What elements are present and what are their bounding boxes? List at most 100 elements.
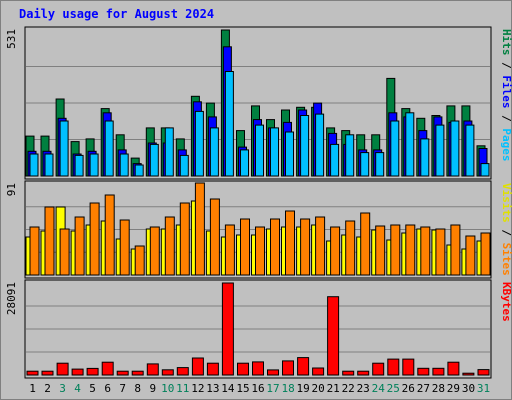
day-label-9: 9 [149, 382, 156, 395]
day-label-27: 27 [417, 382, 430, 395]
bar-sites-day-1 [29, 226, 40, 276]
bar-kbytes-day-31 [477, 369, 490, 376]
bar-kbytes-day-18 [282, 360, 294, 376]
bar-sites-day-20 [315, 216, 326, 276]
bar-pages-day-5 [89, 153, 99, 177]
bar-pages-day-27 [420, 138, 430, 177]
bar-kbytes-day-8 [131, 370, 144, 376]
day-label-6: 6 [104, 382, 111, 395]
bar-pages-day-30 [465, 124, 475, 177]
bar-sites-day-22 [345, 220, 356, 276]
bar-kbytes-day-23 [357, 370, 370, 376]
bar-sites-day-15 [240, 218, 250, 276]
bar-kbytes-day-13 [206, 362, 219, 376]
bar-pages-day-3 [59, 120, 69, 177]
bar-pages-day-2 [44, 153, 54, 177]
bar-pages-day-16 [255, 124, 264, 177]
bar-kbytes-day-5 [86, 367, 99, 376]
bar-pages-day-8 [134, 164, 144, 177]
bar-kbytes-day-27 [417, 367, 430, 376]
bar-sites-day-25 [390, 224, 401, 276]
day-label-8: 8 [134, 382, 141, 395]
day-label-15: 15 [236, 382, 249, 395]
bar-pages-day-29 [450, 120, 460, 177]
bar-pages-day-31 [480, 163, 490, 177]
bar-sites-day-3 [59, 228, 70, 276]
bar-sites-day-27 [420, 226, 431, 276]
bar-kbytes-day-24 [372, 362, 385, 376]
bar-kbytes-day-22 [342, 370, 355, 376]
bar-sites-day-13 [209, 198, 220, 276]
bar-sites-day-18 [285, 210, 295, 276]
day-label-20: 20 [311, 382, 324, 395]
bar-kbytes-day-4 [71, 368, 84, 376]
bar-pages-day-15 [240, 149, 249, 177]
bar-kbytes-day-28 [432, 367, 445, 376]
day-label-5: 5 [89, 382, 96, 395]
bar-pages-day-4 [74, 154, 84, 177]
bar-sites-day-7 [119, 219, 130, 276]
day-label-4: 4 [74, 382, 81, 395]
day-label-23: 23 [357, 382, 370, 395]
bar-kbytes-day-30 [462, 372, 475, 376]
bar-kbytes-day-2 [41, 370, 54, 376]
bar-sites-day-16 [255, 226, 265, 276]
bar-sites-day-28 [435, 228, 446, 276]
day-label-12: 12 [191, 382, 204, 395]
bar-pages-day-24 [375, 152, 385, 177]
bar-kbytes-day-14 [221, 282, 234, 376]
bar-kbytes-day-21 [327, 296, 340, 376]
bar-pages-day-17 [270, 127, 279, 177]
day-label-11: 11 [176, 382, 189, 395]
bar-kbytes-day-29 [447, 361, 460, 376]
bar-sites-day-10 [164, 216, 175, 276]
bar-pages-day-20 [315, 113, 325, 177]
bar-sites-day-23 [360, 212, 371, 276]
bar-sites-day-30 [465, 235, 476, 276]
ymax-label-visits: 91 [5, 183, 18, 196]
day-label-18: 18 [281, 382, 294, 395]
bar-kbytes-day-12 [191, 357, 204, 376]
day-label-7: 7 [119, 382, 126, 395]
bar-pages-day-13 [209, 127, 219, 177]
bar-sites-day-26 [405, 224, 416, 276]
bar-sites-day-14 [224, 224, 235, 276]
ymax-label-kbytes: 28091 [5, 282, 18, 315]
bar-sites-day-19 [300, 218, 311, 276]
day-label-28: 28 [432, 382, 445, 395]
series-label-visits: Visits / Sites [500, 183, 512, 276]
day-label-25: 25 [387, 382, 400, 395]
bar-kbytes-day-17 [267, 369, 279, 376]
series-label-kbytes: KBytes [500, 282, 512, 322]
ymax-label-hits: 531 [5, 29, 18, 49]
bar-sites-day-5 [89, 202, 100, 276]
day-label-30: 30 [462, 382, 475, 395]
bar-kbytes-day-1 [26, 370, 39, 376]
bar-pages-day-1 [29, 153, 39, 177]
day-label-13: 13 [206, 382, 219, 395]
day-label-2: 2 [44, 382, 51, 395]
day-label-3: 3 [59, 382, 66, 395]
day-label-17: 17 [266, 382, 279, 395]
bar-pages-day-25 [390, 120, 400, 177]
day-label-24: 24 [372, 382, 386, 395]
bar-kbytes-day-19 [297, 357, 310, 376]
bar-sites-day-21 [330, 226, 341, 276]
bar-sites-day-29 [450, 224, 461, 276]
bar-pages-day-22 [345, 134, 355, 177]
bar-pages-day-26 [405, 112, 415, 177]
series-label-hits: Hits / Files / Pages [500, 29, 512, 162]
bar-sites-day-12 [194, 182, 205, 276]
bar-sites-day-17 [270, 218, 280, 276]
day-label-10: 10 [161, 382, 174, 395]
bar-sites-day-11 [179, 202, 190, 276]
day-label-19: 19 [296, 382, 309, 395]
bar-kbytes-day-3 [56, 362, 69, 376]
bar-sites-day-31 [480, 232, 491, 276]
bar-kbytes-day-10 [161, 369, 174, 376]
day-label-22: 22 [342, 382, 355, 395]
bar-sites-day-8 [134, 245, 145, 276]
bar-sites-day-4 [74, 216, 85, 276]
bar-kbytes-day-25 [387, 358, 400, 376]
bar-kbytes-day-20 [312, 367, 325, 376]
